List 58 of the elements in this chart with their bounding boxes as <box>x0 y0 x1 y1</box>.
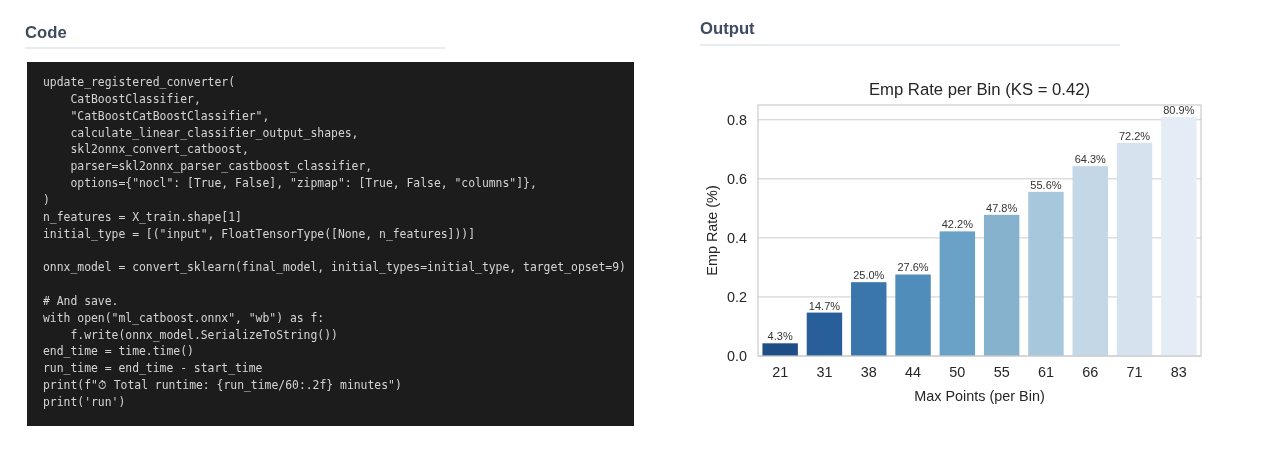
bar <box>983 214 1020 356</box>
data-label: 80.9% <box>1163 104 1195 117</box>
text: CatBoostClassifier, <box>70 91 201 106</box>
x-tick-label: 21 <box>772 364 789 380</box>
text: "CatBoostCatBoostClassifier", <box>70 108 270 123</box>
y-axis-title: Emp Rate (%) <box>704 185 720 276</box>
text: run_time = end_time - start_time <box>43 361 263 376</box>
x-tick-label: 31 <box>816 364 833 380</box>
text: with open("ml_catboost.onnx", "wb") as f: <box>43 310 325 325</box>
data-label: 27.6% <box>897 261 929 274</box>
bar <box>1072 166 1108 356</box>
data-label: 72.2% <box>1118 129 1151 142</box>
x-tick-label: 44 <box>905 364 922 380</box>
text: ) <box>43 192 50 207</box>
bar <box>1116 142 1153 356</box>
data-label: 4.3% <box>767 330 793 343</box>
x-tick-label: 71 <box>1126 364 1143 380</box>
data-label: 25.0% <box>853 269 885 282</box>
data-label: 14.7% <box>808 299 841 312</box>
text: initial_type = [("input", FloatTensorType([None, n_features]))] <box>43 226 476 241</box>
y-tick-label: 0.2 <box>726 288 747 305</box>
text: Code <box>25 22 67 42</box>
x-tick-label: 50 <box>949 364 966 380</box>
bar <box>806 312 843 356</box>
data-label: 55.6% <box>1030 178 1062 191</box>
bar <box>939 231 976 356</box>
x-tick-label: 83 <box>1170 364 1187 380</box>
x-tick-label: 66 <box>1082 364 1099 380</box>
text: calculate_linear_classifier_output_shapes, <box>70 125 359 140</box>
x-tick-label: 61 <box>1037 364 1054 380</box>
text: print(f"⏱ Total runtime: {run_time/60:.2f} minutes") <box>43 378 402 393</box>
text: update_registered_converter( <box>43 75 236 89</box>
text: options={"nocl": [True, False], "zipmap": [True, False, "columns"]}, <box>70 176 537 191</box>
y-tick-label: 0.4 <box>726 229 747 246</box>
text: n_features = X_train.shape[1] <box>43 209 242 224</box>
bar <box>762 343 798 356</box>
text: # And save. <box>43 293 119 308</box>
text: end_time = time.time() <box>43 344 194 359</box>
data-label: 64.3% <box>1074 153 1107 166</box>
bar <box>895 274 931 356</box>
chart-title: Emp Rate per Bin (KS = 0.42) <box>868 80 1091 99</box>
data-label: 42.2% <box>941 218 974 231</box>
text: parser=skl2onnx_parser_castboost_classifier, <box>70 159 373 174</box>
data-label: 47.8% <box>986 201 1018 214</box>
text: onnx_model = convert_sklearn(final_model, initial_types=initial_type, target_opset=9) <box>43 260 626 275</box>
text: f.write(onnx_model.SerializeToString()) <box>70 327 338 342</box>
y-tick-label: 0.0 <box>726 348 747 364</box>
x-axis-title: Max Points (per Bin) <box>914 388 1045 404</box>
text: skl2onnx_convert_catboost, <box>70 142 249 157</box>
y-tick-label: 0.6 <box>726 170 747 187</box>
text: Output <box>700 18 756 38</box>
y-tick-label: 0.8 <box>726 111 747 128</box>
bar <box>851 282 887 356</box>
bar <box>1161 117 1197 356</box>
text: print('run') <box>43 394 126 409</box>
bar <box>1028 191 1064 356</box>
x-tick-label: 55 <box>993 364 1010 380</box>
x-tick-label: 38 <box>860 364 877 380</box>
